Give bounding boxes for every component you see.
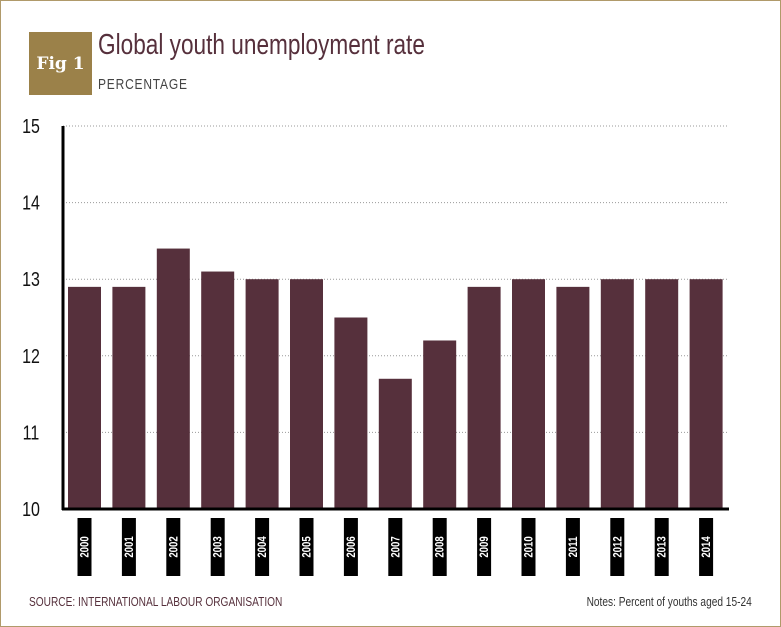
- x-tick-box: [610, 518, 625, 576]
- fig-badge: Fig 1: [29, 32, 92, 95]
- x-tick-label: 2007: [389, 536, 402, 557]
- x-tick-box: [521, 518, 536, 576]
- x-tick-label: 2010: [523, 536, 536, 557]
- chart-subtitle: PERCENTAGE: [98, 76, 188, 93]
- bar: [467, 286, 501, 509]
- x-tick-label: 2009: [478, 536, 491, 557]
- bar: [689, 279, 723, 509]
- x-tick-box: [77, 518, 92, 576]
- notes: Notes: Percent of youths aged 15-24: [586, 594, 752, 609]
- y-tick-label: 15: [22, 115, 40, 137]
- bar: [645, 279, 679, 509]
- x-tick-label: 2014: [700, 536, 713, 557]
- x-tick-label: 2000: [79, 536, 92, 557]
- chart-title: Global youth unemployment rate: [98, 29, 425, 61]
- bar: [290, 279, 323, 509]
- bar: [245, 279, 279, 509]
- y-tick-label: 13: [22, 269, 40, 291]
- bar: [156, 248, 190, 509]
- x-tick-label: 2002: [167, 536, 180, 557]
- x-tick-box: [654, 518, 669, 576]
- y-tick-label: 11: [23, 422, 40, 444]
- bar: [556, 286, 590, 509]
- x-tick-label: 2005: [301, 536, 314, 557]
- source-note: SOURCE: INTERNATIONAL LABOUR ORGANISATIO…: [29, 594, 283, 609]
- x-tick-box: [210, 518, 225, 576]
- y-tick-label: 10: [22, 498, 40, 520]
- y-tick-label: 12: [22, 345, 40, 367]
- x-tick-box: [255, 518, 270, 576]
- bar: [378, 378, 412, 509]
- x-tick-box: [477, 518, 492, 576]
- x-tick-box: [432, 518, 447, 576]
- x-tick-label: 2008: [434, 536, 447, 557]
- x-tick-box: [343, 518, 358, 576]
- x-tick-box: [166, 518, 181, 576]
- x-tick-label: 2003: [212, 536, 225, 557]
- x-tick-box: [565, 518, 580, 576]
- x-tick-box: [121, 518, 136, 576]
- bar: [201, 271, 235, 509]
- x-tick-label: 2004: [256, 536, 269, 557]
- bar: [112, 286, 146, 509]
- x-tick-label: 2006: [345, 536, 358, 557]
- bar: [512, 279, 545, 509]
- x-tick-label: 2011: [567, 537, 580, 558]
- bar: [600, 279, 634, 509]
- x-tick-box: [388, 518, 403, 576]
- x-tick-label: 2013: [656, 536, 669, 557]
- bar: [334, 317, 368, 509]
- x-tick-box: [299, 518, 314, 576]
- bar: [68, 286, 101, 509]
- x-tick-box: [699, 518, 714, 576]
- x-tick-label: 2001: [123, 536, 136, 557]
- bar: [423, 340, 457, 509]
- x-tick-label: 2012: [611, 536, 624, 557]
- y-tick-label: 14: [22, 192, 40, 214]
